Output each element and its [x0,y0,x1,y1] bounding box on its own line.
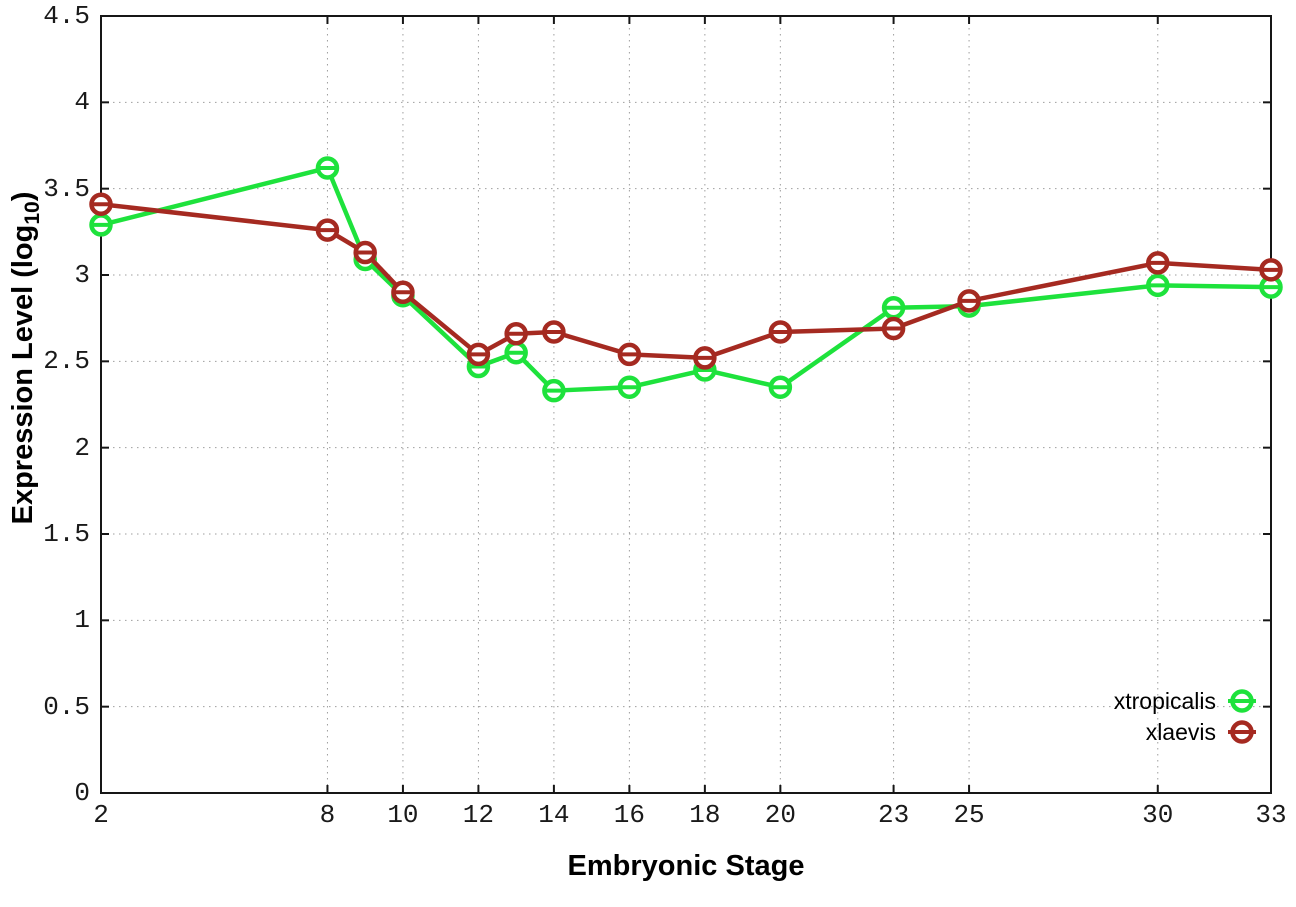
x-tick-label: 23 [877,800,910,830]
series-line-xlaevis [100,201,1272,361]
y-tick-label: 2 [74,432,90,463]
y-axis-title-close-paren: ) [7,191,40,202]
y-tick-label: 0.5 [43,691,90,722]
y-tick-label: 1.5 [43,519,90,549]
legend-label-xlaevis: xlaevis [1145,719,1216,745]
y-tick-label: 0 [74,778,90,808]
y-tick-label: 4.5 [43,1,90,31]
x-tick-label: 30 [1142,800,1174,830]
y-tick-label: 3 [74,260,90,290]
x-tick-label: 16 [613,800,645,830]
legend-label-xtropicalis: xtropicalis [1113,688,1216,714]
y-tick-label: 2.5 [43,346,90,377]
y-tick-label: 4 [74,87,90,118]
y-axis-title-text: Expression Level (log [7,224,40,525]
x-tick-label: 20 [764,800,796,830]
x-axis-title: Embryonic Stage [567,850,805,882]
x-tick-label: 8 [319,800,336,830]
y-tick-label: 1 [74,605,90,636]
y-axis-title: Expression Level (log10) [7,192,45,525]
x-tick-label: 10 [387,800,419,830]
y-tick-label: 3.5 [43,173,90,204]
x-tick-label: 2 [93,800,109,830]
plot-border [100,15,1272,794]
x-tick-label: 25 [953,800,985,830]
x-tick-label: 14 [538,800,570,830]
x-tick-label: 33 [1255,800,1287,830]
x-tick-label: 12 [462,800,495,830]
x-tick-label: 18 [689,800,721,830]
y-axis-title-subscript: 10 [20,201,44,225]
